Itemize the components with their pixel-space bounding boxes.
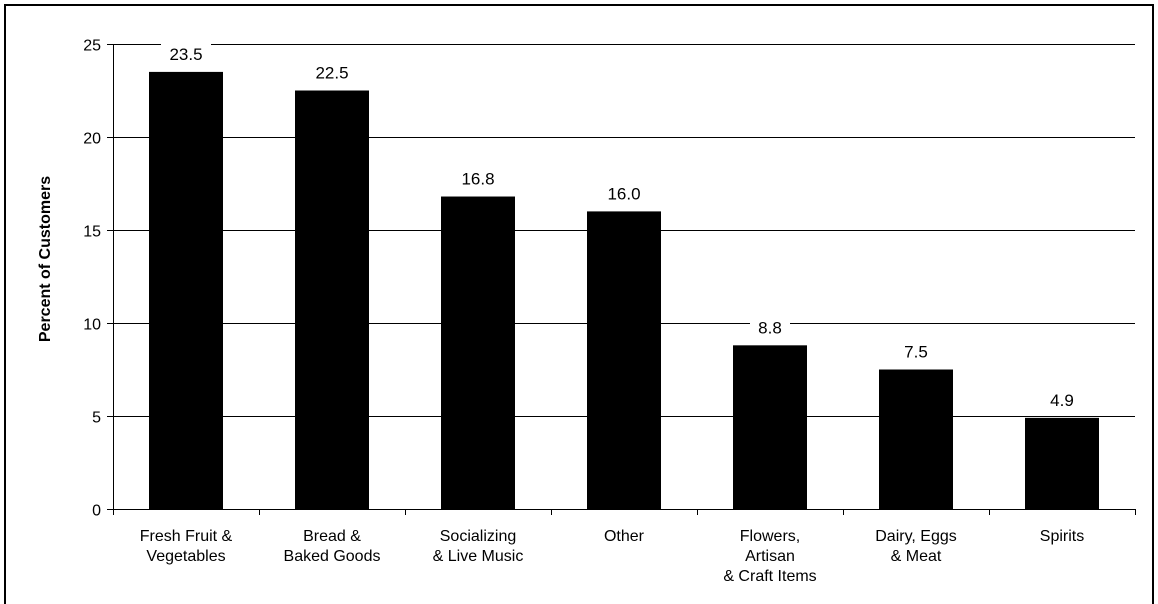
bar [879,369,953,509]
y-axis-label: Percent of Customers [37,176,54,342]
x-tick-label-line: Spirits [1040,528,1084,545]
y-tick-label: 10 [83,317,101,334]
y-tick-label: 0 [92,503,101,520]
x-tick-label: Socializing & Live Music [433,528,524,565]
bar [733,345,807,509]
data-label-bg [1042,389,1082,410]
y-tick-label: 15 [83,224,101,241]
x-tick-label-line: Dairy, Eggs [875,528,957,545]
x-tick-label-line: Flowers, [740,528,800,545]
x-tick-label: Bread & Baked Goods [284,528,381,565]
y-tick-label: 20 [83,131,101,148]
data-label: 16.0 [607,184,640,203]
x-tick-label-line: Vegetables [146,548,225,565]
data-label-bg [599,183,649,204]
x-tick-label-line: Artisan [745,548,795,565]
bar [1025,417,1099,509]
data-label: 7.5 [904,343,928,362]
data-label: 8.8 [758,318,782,337]
x-tick-label-line: Other [604,528,645,545]
label-layer: 23.5 22.5 16.8 16.0 8.8 7.5 4.9 [161,43,1082,410]
data-label-bg [307,62,357,83]
bar [587,211,661,509]
bar [295,90,369,509]
x-tick-label-line: Baked Goods [284,548,381,565]
x-tick-label-line: Fresh Fruit & [140,528,233,545]
x-tick-label: Flowers, Artisan & Craft Items [723,528,816,585]
x-tick-label-line: Socializing [440,528,516,545]
x-tick-label-line: & Meat [891,548,942,565]
bar-layer [149,71,1099,510]
x-tick-label: Fresh Fruit & Vegetables [140,528,233,565]
data-label-bg [750,317,790,338]
bar [441,196,515,509]
data-label-bg [161,43,211,64]
data-label: 4.9 [1050,391,1074,410]
bar [149,71,223,510]
x-tick-label-line: & Craft Items [723,568,816,585]
x-tick-label-line: Bread & [303,528,361,545]
data-label: 16.8 [461,170,494,189]
x-tick-label: Spirits [1040,528,1084,545]
x-tick-label: Dairy, Eggs & Meat [875,528,957,565]
data-label: 22.5 [315,64,348,83]
y-tick-label: 5 [92,410,101,427]
data-label-bg [453,168,503,189]
y-tick-label: 25 [83,38,101,55]
x-tick-label: Other [604,528,645,545]
x-tick-label-line: & Live Music [433,548,524,565]
data-label-bg [896,341,936,362]
axis-layer: 0 5 10 15 20 25 Fresh Fruit & Vegetables Bread &… [83,38,1136,585]
data-label: 23.5 [169,45,202,64]
